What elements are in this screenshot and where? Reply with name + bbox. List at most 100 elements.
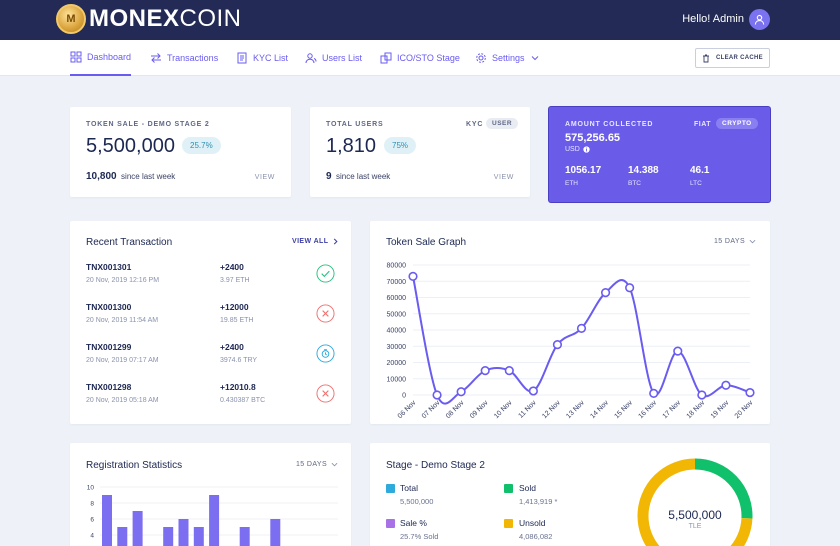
nav-label: Users List	[322, 53, 363, 63]
nav-label: ICO/STO Stage	[397, 53, 460, 63]
transaction-row[interactable]: TNX001298 20 Nov, 2019 05:18 AM +12010.8…	[86, 382, 335, 414]
user-tab[interactable]: USER	[486, 118, 519, 129]
y-tick-label: 70000	[387, 279, 407, 286]
registration-bar	[178, 519, 189, 546]
tx-id: TNX001301	[86, 262, 132, 272]
ltc-label: LTC	[690, 180, 702, 187]
y-tick-label: 4	[90, 533, 94, 540]
cancel-circle-icon	[316, 384, 335, 403]
stage-title: Stage - Demo Stage 2	[386, 460, 485, 471]
recent-title: Recent Transaction	[86, 237, 173, 248]
tx-amount: +12010.8	[220, 382, 256, 392]
nav-users-list[interactable]: Users List	[305, 40, 362, 76]
registration-bar	[163, 527, 174, 546]
clear-cache-label: CLEAR CACHE	[716, 55, 763, 61]
recent-transaction-card: Recent Transaction VIEW ALL TNX001301 20…	[70, 221, 351, 424]
nav-label: Transactions	[167, 53, 219, 63]
y-tick-label: 6	[90, 517, 94, 524]
data-point	[432, 390, 442, 400]
tx-date: 20 Nov, 2019 12:16 PM	[86, 277, 160, 284]
trash-icon	[703, 54, 710, 62]
nav-label: Settings	[492, 53, 525, 63]
transaction-row[interactable]: TNX001299 20 Nov, 2019 07:17 AM +2400 39…	[86, 342, 335, 374]
nav-label: KYC List	[253, 53, 289, 63]
crypto-tab[interactable]: CRYPTO	[716, 118, 758, 129]
tx-currency: 19.85 ETH	[220, 317, 254, 324]
eth-value: 1056.17	[565, 165, 602, 176]
x-tick-label: 13 Nov	[565, 399, 586, 420]
total-users-since: 9 since last week	[326, 171, 391, 182]
data-point	[649, 388, 659, 398]
y-tick-label: 30000	[387, 344, 407, 351]
token-sale-view-link[interactable]: VIEW	[254, 174, 275, 181]
token-sale-line	[412, 276, 751, 405]
transaction-row[interactable]: TNX001300 20 Nov, 2019 11:54 AM +12000 1…	[86, 302, 335, 334]
registration-bar	[117, 527, 128, 546]
eth-label: ETH	[565, 180, 578, 187]
tx-date: 20 Nov, 2019 05:18 AM	[86, 397, 159, 404]
sale-percent-legend-value: 25.7% Sold	[400, 532, 439, 541]
x-tick-label: 16 Nov	[637, 399, 658, 420]
total-legend-label: Total	[400, 483, 418, 493]
x-tick-label: 19 Nov	[710, 399, 731, 420]
kyc-tab[interactable]: KYC	[466, 121, 484, 128]
token-sale-kicker: TOKEN SALE - DEMO STAGE 2	[86, 121, 210, 128]
tx-id: TNX001299	[86, 342, 132, 352]
token-sale-percent: 25.7%	[182, 137, 221, 154]
view-all-link[interactable]: VIEW ALL	[292, 238, 339, 245]
registration-bar	[193, 527, 204, 546]
x-tick-label: 18 Nov	[686, 399, 707, 420]
total-users-percent: 75%	[384, 137, 417, 154]
nav-ico-sto-stage[interactable]: ICO/STO Stage	[380, 40, 460, 76]
transaction-row[interactable]: TNX001301 20 Nov, 2019 12:16 PM +2400 3.…	[86, 262, 335, 294]
coin-logo-icon: M	[56, 4, 86, 34]
graph-title: Token Sale Graph	[386, 237, 467, 248]
sale-percent-legend-swatch	[386, 519, 395, 528]
document-icon	[237, 52, 247, 64]
unsold-legend-label: Unsold	[519, 518, 546, 528]
layers-icon	[380, 52, 392, 64]
sale-percent-legend-label: Sale %	[400, 518, 427, 528]
fiat-tab[interactable]: FIAT	[694, 121, 712, 128]
pending-clock-icon	[316, 344, 335, 363]
sold-legend-label: Sold	[519, 483, 537, 493]
amount-collected-card: AMOUNT COLLECTED FIAT CRYPTO 575,256.65 …	[549, 107, 770, 202]
y-tick-label: 8	[90, 501, 94, 508]
nav-dashboard[interactable]: Dashboard	[70, 40, 132, 76]
nav-transactions[interactable]: Transactions	[150, 40, 218, 76]
sold-legend-value: 1,413,919 *	[519, 497, 558, 506]
tx-date: 20 Nov, 2019 07:17 AM	[86, 357, 159, 364]
check-circle-icon	[316, 264, 335, 283]
data-point	[480, 366, 490, 376]
clear-cache-button[interactable]: CLEAR CACHE	[695, 48, 770, 68]
user-avatar[interactable]	[749, 9, 770, 30]
registration-bar	[270, 519, 281, 546]
tx-amount: +12000	[220, 302, 249, 312]
y-tick-label: 60000	[387, 295, 407, 302]
registration-range-select[interactable]: 15 DAYS	[296, 461, 338, 468]
token-sale-graph-card: Token Sale Graph 15 DAYS 0 10000 20000 3000…	[370, 221, 770, 424]
token-sale-since: 10,800 since last week	[86, 171, 176, 182]
data-point	[576, 323, 587, 333]
tx-amount: +2400	[220, 262, 244, 272]
registration-bar-chart: 246810	[87, 485, 338, 546]
swap-icon	[151, 53, 161, 63]
tx-amount: +2400	[220, 342, 244, 352]
nav-settings[interactable]: Settings	[475, 40, 544, 76]
stage-donut-chart	[637, 458, 753, 546]
total-users-value: 1,810	[326, 135, 377, 157]
nav-kyc-list[interactable]: KYC List	[236, 40, 288, 76]
token-sale-card: TOKEN SALE - DEMO STAGE 2 5,500,000 25.7…	[70, 107, 291, 197]
token-sale-value: 5,500,000	[86, 135, 175, 157]
x-tick-label: 17 Nov	[662, 399, 683, 420]
stage-card: Stage - Demo Stage 2 Total 5,500,000 Sol…	[370, 443, 770, 546]
registration-bar	[132, 511, 143, 546]
info-icon[interactable]	[583, 146, 590, 153]
total-users-view-link[interactable]: VIEW	[493, 174, 514, 181]
total-users-kicker: TOTAL USERS	[326, 121, 384, 128]
graph-range-select[interactable]: 15 DAYS	[714, 238, 756, 245]
donut-center-unit: TLE	[688, 523, 702, 530]
grid-icon	[70, 51, 82, 63]
brand-logo[interactable]: M MONEXCOIN	[56, 4, 242, 34]
registration-title: Registration Statistics	[86, 460, 183, 471]
